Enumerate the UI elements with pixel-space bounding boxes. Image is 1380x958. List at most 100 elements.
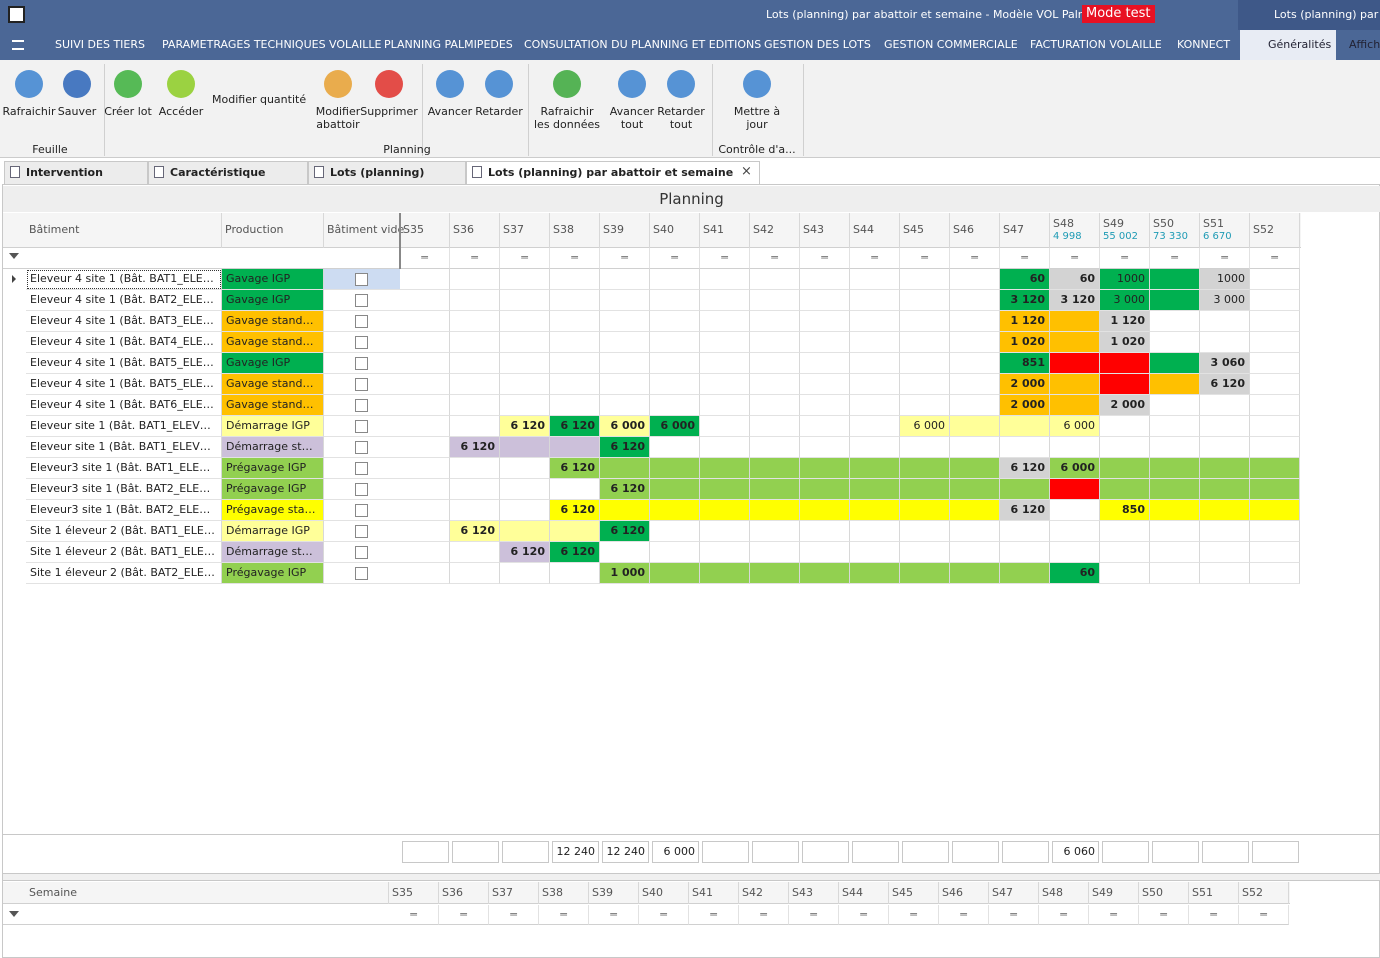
week-cell[interactable] <box>400 500 450 521</box>
week-cell[interactable]: 2 000 <box>1000 395 1050 416</box>
week-cell[interactable] <box>500 353 550 374</box>
week-cell[interactable] <box>800 332 850 353</box>
batiment-cell[interactable]: Eleveur 4 site 1 (Bât. BAT5_ELEVEUR4) <box>26 353 222 374</box>
week-cell[interactable] <box>400 563 450 584</box>
column-header[interactable]: Production <box>222 213 324 248</box>
bottom-week-header[interactable]: S51 <box>1189 882 1239 904</box>
week-cell[interactable] <box>800 500 850 521</box>
ribbon-button[interactable]: Accéder <box>158 105 204 118</box>
week-cell[interactable]: 6 000 <box>1050 458 1100 479</box>
week-cell[interactable] <box>450 311 500 332</box>
week-cell[interactable] <box>1050 479 1100 500</box>
week-cell[interactable] <box>450 416 500 437</box>
week-cell[interactable] <box>1250 290 1300 311</box>
tab-label[interactable]: Lots (planning) <box>330 166 425 179</box>
week-cell[interactable] <box>750 269 800 290</box>
week-cell[interactable] <box>600 311 650 332</box>
week-cell[interactable] <box>750 500 800 521</box>
week-cell[interactable]: 6 120 <box>1000 500 1050 521</box>
batiment-cell[interactable]: Eleveur 4 site 1 (Bât. BAT6_ELEVEUR4) <box>26 395 222 416</box>
week-cell[interactable] <box>1100 542 1150 563</box>
week-cell[interactable] <box>1150 521 1200 542</box>
checkbox[interactable] <box>355 567 368 580</box>
week-cell[interactable] <box>1250 332 1300 353</box>
week-cell[interactable] <box>700 437 750 458</box>
week-cell[interactable] <box>1150 332 1200 353</box>
week-cell[interactable] <box>1150 437 1200 458</box>
week-cell[interactable] <box>850 395 900 416</box>
ribbon-button[interactable]: Retarder tout <box>657 105 705 131</box>
batiment-cell[interactable]: Eleveur 4 site 1 (Bât. BAT5_ELEVEUR4) <box>26 374 222 395</box>
week-cell[interactable] <box>900 479 950 500</box>
week-cell[interactable] <box>500 374 550 395</box>
week-cell[interactable] <box>500 521 550 542</box>
week-cell[interactable] <box>1250 521 1300 542</box>
week-cell[interactable]: 2 000 <box>1100 395 1150 416</box>
week-cell[interactable] <box>900 311 950 332</box>
week-cell[interactable]: 6 120 <box>500 542 550 563</box>
week-cell[interactable] <box>450 290 500 311</box>
week-cell[interactable]: 6 120 <box>450 521 500 542</box>
checkbox[interactable] <box>355 273 368 286</box>
batiment-cell[interactable]: Site 1 éleveur 2 (Bât. BAT2_ELEVEU... <box>26 563 222 584</box>
document-tab[interactable] <box>148 161 308 184</box>
week-cell[interactable] <box>600 269 650 290</box>
week-cell[interactable] <box>550 374 600 395</box>
bottom-week-header[interactable]: S48 <box>1039 882 1089 904</box>
week-cell[interactable] <box>700 332 750 353</box>
bottom-week-header[interactable]: S47 <box>989 882 1039 904</box>
week-cell[interactable] <box>1250 542 1300 563</box>
week-cell[interactable] <box>900 374 950 395</box>
week-cell[interactable] <box>900 395 950 416</box>
week-cell[interactable] <box>750 563 800 584</box>
checkbox[interactable] <box>355 378 368 391</box>
checkbox[interactable] <box>355 504 368 517</box>
week-cell[interactable] <box>550 563 600 584</box>
week-cell[interactable] <box>1150 353 1200 374</box>
ribbon-button[interactable]: Sauver <box>57 105 97 118</box>
production-cell[interactable]: Prégavage IGP <box>222 479 324 500</box>
week-header[interactable]: S37 <box>500 213 550 248</box>
week-cell[interactable] <box>750 311 800 332</box>
week-cell[interactable] <box>950 395 1000 416</box>
week-cell[interactable] <box>400 269 450 290</box>
column-header[interactable]: Bâtiment <box>26 213 222 248</box>
production-cell[interactable]: Gavage standard <box>222 332 324 353</box>
week-header[interactable]: S48 <box>1050 213 1100 248</box>
week-cell[interactable]: 850 <box>1100 500 1150 521</box>
menu-item[interactable]: Généralités <box>1268 38 1332 51</box>
batiment-cell[interactable]: Eleveur 4 site 1 (Bât. BAT1_ELEVEUR4) <box>26 269 222 290</box>
week-cell[interactable] <box>850 521 900 542</box>
week-cell[interactable] <box>1000 437 1050 458</box>
week-cell[interactable] <box>1100 563 1150 584</box>
week-cell[interactable] <box>800 563 850 584</box>
week-cell[interactable] <box>950 311 1000 332</box>
week-cell[interactable] <box>400 311 450 332</box>
week-cell[interactable] <box>1200 521 1250 542</box>
production-cell[interactable]: Gavage IGP <box>222 269 324 290</box>
week-cell[interactable] <box>1200 332 1250 353</box>
production-cell[interactable]: Démarrage stand... <box>222 437 324 458</box>
week-cell[interactable] <box>1200 458 1250 479</box>
week-cell[interactable] <box>950 437 1000 458</box>
week-cell[interactable] <box>1100 437 1150 458</box>
week-cell[interactable]: 3 000 <box>1200 290 1250 311</box>
week-cell[interactable] <box>500 437 550 458</box>
menu-item[interactable]: CONSULTATION DU PLANNING ET EDITIONS <box>524 38 762 51</box>
week-cell[interactable] <box>550 290 600 311</box>
week-cell[interactable]: 6 120 <box>1000 458 1050 479</box>
week-cell[interactable] <box>950 479 1000 500</box>
week-cell[interactable] <box>850 269 900 290</box>
week-cell[interactable]: 6 120 <box>600 437 650 458</box>
ribbon-button[interactable]: Modifier quantité <box>212 93 307 106</box>
week-header[interactable]: S49 <box>1100 213 1150 248</box>
week-cell[interactable] <box>950 563 1000 584</box>
week-cell[interactable]: 6 000 <box>600 416 650 437</box>
week-cell[interactable]: 6 120 <box>500 416 550 437</box>
week-header[interactable]: S44 <box>850 213 900 248</box>
ribbon-button[interactable]: Rafraichir les données <box>534 105 600 131</box>
week-cell[interactable] <box>1050 500 1100 521</box>
week-cell[interactable] <box>650 395 700 416</box>
week-cell[interactable] <box>1150 290 1200 311</box>
week-cell[interactable] <box>800 374 850 395</box>
